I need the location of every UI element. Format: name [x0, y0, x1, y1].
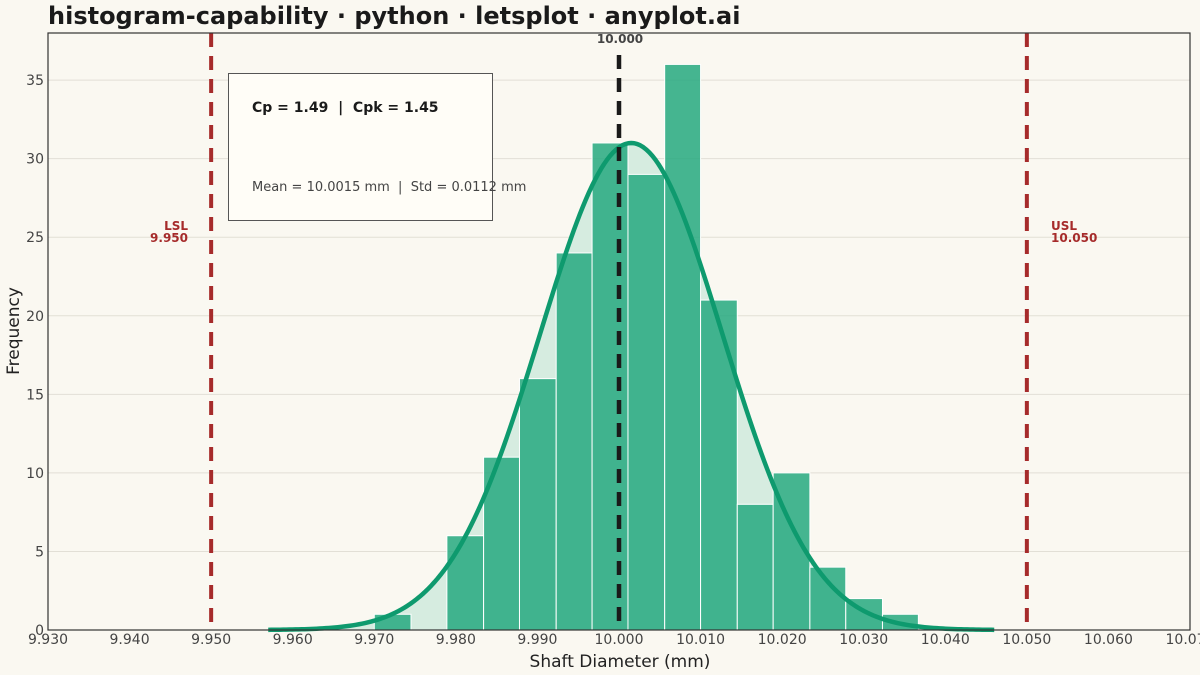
histogram-bar — [518, 378, 557, 631]
histogram-bar — [591, 142, 629, 631]
stats-annotation-box — [228, 73, 493, 221]
lsl-label: LSL — [164, 219, 188, 233]
histogram-bar — [700, 299, 738, 631]
x-tick-label: 10.060 — [1084, 632, 1133, 648]
axis-ticks: 0 5 10 15 20 25 30 35 9.930 9.940 9.950 9.960 9.970 9… — [26, 73, 1200, 648]
target-value-label: 10.000 — [597, 32, 643, 46]
mean-std-text: Mean = 10.0015 mm | Std = 0.0112 mm — [252, 180, 526, 195]
x-tick-label: 9.970 — [354, 632, 394, 648]
x-tick-label: 9.930 — [28, 632, 68, 648]
histogram-bar — [664, 63, 702, 631]
plot-border — [47, 32, 1191, 631]
x-tick-label: 9.960 — [273, 632, 313, 648]
y-tick-label: 0 — [35, 623, 44, 639]
x-tick-label: 10.020 — [758, 632, 807, 648]
x-tick-label: 10.070 — [1166, 632, 1200, 648]
spec-lines — [209, 33, 1029, 630]
y-tick-label: 15 — [26, 387, 44, 403]
x-tick-label: 10.050 — [1002, 632, 1051, 648]
x-tick-label: 10.000 — [595, 632, 644, 648]
y-tick-label: 10 — [26, 466, 44, 482]
y-tick-label: 5 — [35, 544, 44, 560]
x-tick-label: 9.950 — [191, 632, 231, 648]
usl-value-label: 10.050 — [1051, 231, 1097, 245]
x-tick-label: 9.990 — [517, 632, 557, 648]
x-tick-label: 10.030 — [839, 632, 888, 648]
plot-frame — [47, 32, 1191, 631]
y-tick-label: 35 — [26, 73, 44, 89]
y-tick-label: 20 — [26, 309, 44, 325]
capability-indices-text: Cp = 1.49 | Cpk = 1.45 — [252, 100, 439, 116]
y-tick-label: 25 — [26, 230, 44, 246]
normal-curve-line — [268, 140, 995, 633]
x-tick-label: 9.940 — [110, 632, 150, 648]
x-tick-label: 9.980 — [436, 632, 476, 648]
chart-title: histogram-capability · python · letsplot… — [48, 2, 741, 30]
y-axis-label: Frequency — [4, 287, 24, 375]
y-tick-label: 30 — [26, 152, 44, 168]
x-tick-label: 10.040 — [921, 632, 970, 648]
histogram-bar — [627, 173, 666, 631]
histogram-bar — [555, 252, 593, 631]
histogram-bar — [736, 503, 774, 631]
histogram-bar — [809, 566, 847, 631]
usl-label: USL — [1051, 219, 1077, 233]
stats-annotation: Cp = 1.49 | Cpk = 1.45 Mean = 10.0015 mm… — [228, 73, 526, 221]
x-tick-label: 10.010 — [676, 632, 725, 648]
x-axis-label: Shaft Diameter (mm) — [530, 652, 711, 672]
histogram-bar — [446, 535, 485, 631]
lsl-value-label: 9.950 — [150, 231, 188, 245]
normal-curve — [268, 140, 995, 633]
